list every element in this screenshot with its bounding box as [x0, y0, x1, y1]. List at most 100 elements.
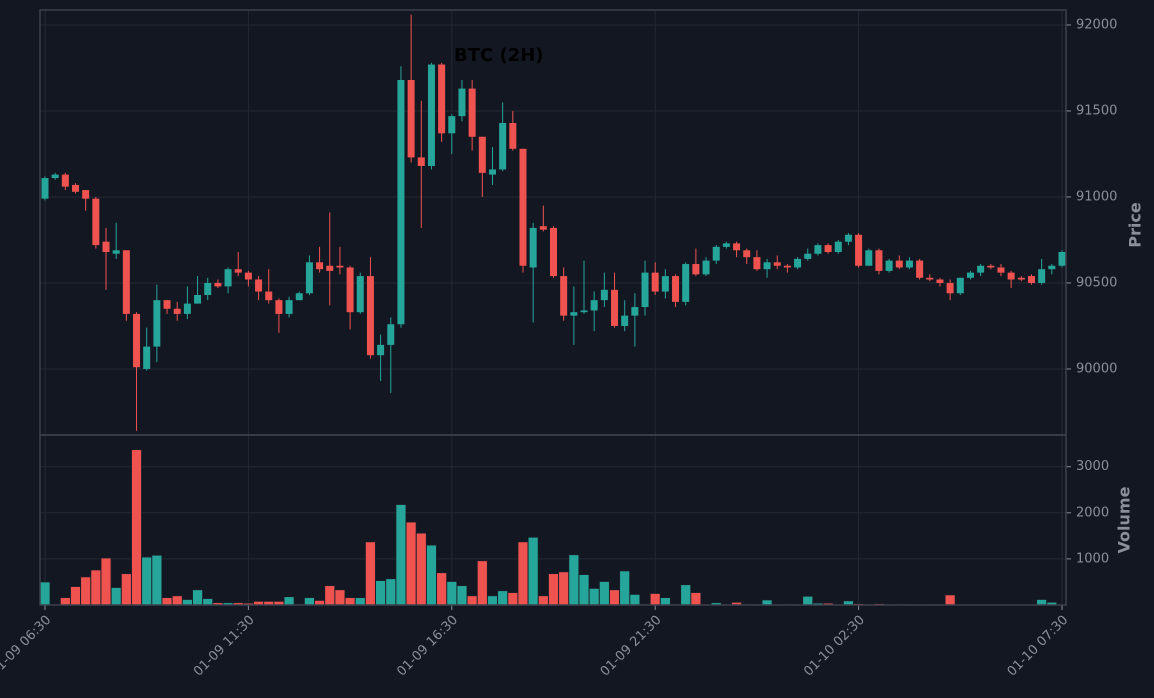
candle-body [926, 278, 933, 280]
volume-bar [467, 596, 477, 605]
candle-body [42, 178, 49, 199]
volume-bar [121, 574, 131, 605]
candle-body [113, 250, 120, 253]
volume-bar [579, 575, 589, 605]
candle-body [916, 261, 923, 278]
candle-body [397, 80, 404, 324]
volume-bar [325, 586, 335, 605]
volume-bar [416, 533, 426, 605]
volume-bar [945, 595, 955, 605]
candle-body [265, 292, 272, 301]
volume-bar [477, 561, 487, 605]
candle-body [438, 65, 445, 134]
volume-bar [203, 599, 213, 605]
candle-body [692, 264, 699, 274]
candle-body [875, 250, 882, 271]
candle-body [743, 250, 750, 257]
candle-body [357, 276, 364, 312]
volume-bar [630, 594, 640, 605]
candle-body [540, 226, 547, 229]
candle-body [1008, 273, 1015, 280]
candle-body [560, 276, 567, 316]
candle-body [804, 254, 811, 259]
volume-bar [406, 522, 416, 605]
candle-body [509, 123, 516, 149]
candle-body [174, 309, 181, 314]
candle-body [316, 262, 323, 269]
candle-body [458, 89, 465, 117]
candle-body [408, 80, 415, 157]
candle-body [499, 123, 506, 169]
volume-bar [355, 598, 365, 605]
volume-bar [681, 585, 691, 605]
volume-bar [142, 557, 152, 605]
volume-bar [589, 588, 599, 605]
candle-body [275, 300, 282, 314]
volume-bar [172, 596, 182, 605]
y-tick-label: 91000 [1076, 189, 1117, 204]
volume-bar [162, 598, 172, 605]
candle-body [377, 345, 384, 355]
candle-body [855, 235, 862, 266]
candle-body [194, 295, 201, 304]
volume-bar [152, 555, 162, 605]
volume-bar [71, 587, 81, 605]
volume-bar [569, 555, 579, 605]
y-tick-label: 1000 [1076, 551, 1109, 566]
volume-bar [386, 579, 396, 605]
candle-body [1059, 252, 1066, 266]
candle-body [479, 137, 486, 173]
candle-body [886, 261, 893, 271]
candle-body [225, 269, 232, 286]
candle-body [387, 324, 394, 345]
volume-bar [396, 505, 406, 605]
candle-body [530, 228, 537, 268]
candle-body [336, 266, 343, 268]
volume-bar [610, 590, 620, 605]
candle-body [682, 264, 689, 302]
volume-bar [304, 598, 314, 605]
candle-body [845, 235, 852, 242]
candle-body [642, 273, 649, 307]
volume-bar [437, 573, 447, 605]
volume-bar [132, 450, 142, 605]
candle-body [255, 280, 262, 292]
volume-bar [549, 574, 559, 605]
candle-body [347, 267, 354, 312]
candle-body [469, 89, 476, 137]
candle-body [184, 304, 191, 314]
candle-body [987, 266, 994, 268]
candle-body [143, 347, 150, 369]
volume-bar [91, 570, 101, 605]
candle-body [713, 247, 720, 261]
candle-body [92, 199, 99, 245]
volume-bar [528, 537, 538, 605]
volume-bar [1037, 599, 1047, 605]
candle-body [153, 300, 160, 346]
candle-body [652, 273, 659, 292]
candle-body [703, 261, 710, 275]
volume-bar [559, 572, 569, 605]
candle-body [591, 300, 598, 310]
volume-bar [81, 577, 91, 605]
y-tick-label: 90500 [1076, 275, 1117, 290]
candle-body [794, 259, 801, 268]
candle-body [621, 316, 628, 326]
volume-bar [426, 545, 436, 605]
candle-body [825, 245, 832, 252]
y-tick-label: 91500 [1076, 103, 1117, 118]
candle-body [662, 276, 669, 291]
volume-bar [457, 586, 467, 605]
candle-body [896, 261, 903, 268]
volume-bar [508, 593, 518, 605]
candle-body [835, 242, 842, 252]
chart-title: BTC (2H) [454, 45, 544, 66]
volume-bar [60, 598, 70, 605]
volume-bar [447, 581, 457, 605]
candle-body [1028, 276, 1035, 283]
candle-body [1038, 269, 1045, 283]
volume-bar [518, 542, 528, 605]
candle-body [214, 283, 221, 286]
candle-body [906, 261, 913, 268]
